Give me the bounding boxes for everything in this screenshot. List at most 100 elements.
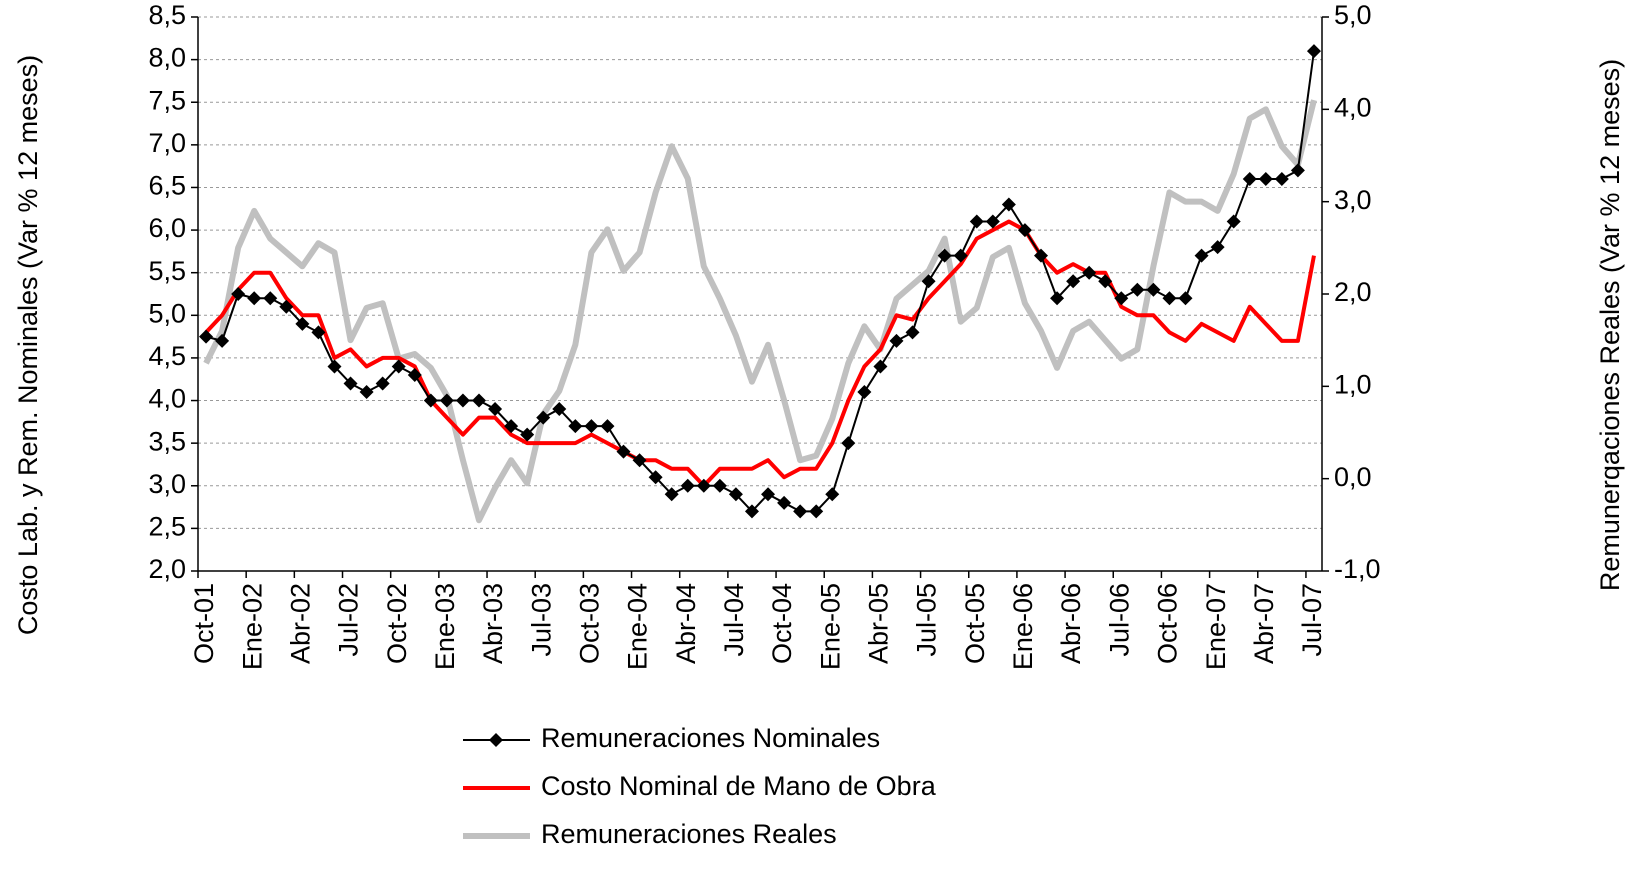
y-tick-label: 4,5 <box>148 341 186 371</box>
x-tick-label: Oct-06 <box>1153 583 1183 664</box>
point-marker <box>1066 274 1081 289</box>
point-marker <box>455 393 470 408</box>
x-tick-label: Jul-06 <box>1104 583 1134 657</box>
y2-tick-label: 5,0 <box>1334 0 1372 30</box>
point-marker <box>311 325 326 340</box>
point-marker <box>504 419 519 434</box>
point-marker <box>263 291 278 306</box>
point-marker <box>215 333 230 348</box>
y-tick-label: 5,0 <box>148 298 186 328</box>
x-tick-label: Ene-06 <box>1008 583 1038 670</box>
point-marker <box>680 478 695 493</box>
point-marker <box>712 478 727 493</box>
point-marker <box>279 299 294 314</box>
y2-axis-title: Remunerqaciones Reales (Var % 12 meses) <box>1595 59 1625 591</box>
point-marker <box>1146 282 1161 297</box>
y-tick-label: 6,0 <box>148 213 186 243</box>
point-marker <box>568 419 583 434</box>
point-marker <box>488 402 503 417</box>
x-tick-label: Oct-03 <box>575 583 605 664</box>
point-marker <box>728 487 743 502</box>
x-tick-label: Ene-05 <box>815 583 845 670</box>
point-marker <box>359 385 374 400</box>
point-marker <box>1017 223 1032 238</box>
point-marker <box>1050 291 1065 306</box>
point-marker <box>1130 282 1145 297</box>
point-marker <box>247 291 262 306</box>
x-tick-label: Oct-02 <box>382 583 412 664</box>
x-tick-label: Ene-03 <box>430 583 460 670</box>
y2-tick-label: 0,0 <box>1334 462 1372 492</box>
legend-label: Costo Nominal de Mano de Obra <box>541 771 937 801</box>
point-marker <box>1258 171 1273 186</box>
point-marker <box>744 504 759 519</box>
point-marker <box>584 419 599 434</box>
y-tick-label: 8,5 <box>148 0 186 30</box>
point-marker <box>1242 171 1257 186</box>
point-marker <box>1098 274 1113 289</box>
point-marker <box>937 248 952 263</box>
y-tick-label: 2,0 <box>148 554 186 584</box>
x-tick-label: Abr-07 <box>1249 583 1279 664</box>
y2-tick-label: 1,0 <box>1334 369 1372 399</box>
series-line <box>205 50 1315 513</box>
point-marker <box>1194 248 1209 263</box>
point-marker <box>809 504 824 519</box>
point-marker <box>616 444 631 459</box>
point-marker <box>199 329 214 344</box>
y-tick-label: 7,0 <box>148 128 186 158</box>
legend-marker <box>489 733 503 747</box>
x-tick-label: Abr-04 <box>671 583 701 664</box>
x-tick-label: Ene-07 <box>1201 583 1231 670</box>
point-marker <box>696 478 711 493</box>
point-marker <box>552 402 567 417</box>
y2-tick-label: 3,0 <box>1334 185 1372 215</box>
x-tick-label: Jul-04 <box>719 583 749 657</box>
y-tick-label: 2,5 <box>148 512 186 542</box>
point-marker <box>777 495 792 510</box>
point-marker <box>664 487 679 502</box>
y-tick-label: 3,0 <box>148 469 186 499</box>
point-marker <box>1210 240 1225 255</box>
point-marker <box>520 427 535 442</box>
point-marker <box>921 274 936 289</box>
point-marker <box>423 393 438 408</box>
x-tick-label: Jul-02 <box>334 583 364 657</box>
point-marker <box>793 504 808 519</box>
y-tick-label: 4,0 <box>148 384 186 414</box>
point-marker <box>1274 171 1289 186</box>
point-marker <box>825 487 840 502</box>
point-marker <box>1226 214 1241 229</box>
y2-tick-label: -1,0 <box>1334 554 1381 584</box>
point-marker <box>1082 265 1097 280</box>
y-tick-label: 8,0 <box>148 43 186 73</box>
point-marker <box>375 376 390 391</box>
x-tick-label: Jul-05 <box>912 583 942 657</box>
point-marker <box>1114 291 1129 306</box>
x-tick-label: Oct-04 <box>767 583 797 664</box>
point-marker <box>857 385 872 400</box>
x-tick-label: Abr-06 <box>1056 583 1086 664</box>
legend-label: Remuneraciones Reales <box>541 819 837 849</box>
point-marker <box>343 376 358 391</box>
point-marker <box>761 487 776 502</box>
point-marker <box>295 316 310 331</box>
y-axis-title: Costo Lab. y Rem. Nominales (Var % 12 me… <box>13 55 43 635</box>
point-marker <box>472 393 486 408</box>
point-marker <box>1034 248 1048 263</box>
x-tick-label: Abr-02 <box>285 583 315 664</box>
y2-tick-label: 4,0 <box>1334 92 1372 122</box>
y2-tick-label: 2,0 <box>1334 277 1372 307</box>
point-marker <box>953 248 968 263</box>
y-tick-label: 5,5 <box>148 256 186 286</box>
point-marker <box>905 325 920 340</box>
point-marker <box>648 470 663 485</box>
point-marker <box>632 453 647 468</box>
y-tick-label: 7,5 <box>148 85 186 115</box>
x-tick-label: Abr-03 <box>478 583 508 664</box>
legend-label: Remuneraciones Nominales <box>541 723 880 753</box>
y-tick-label: 3,5 <box>148 426 186 456</box>
point-marker <box>407 367 422 382</box>
